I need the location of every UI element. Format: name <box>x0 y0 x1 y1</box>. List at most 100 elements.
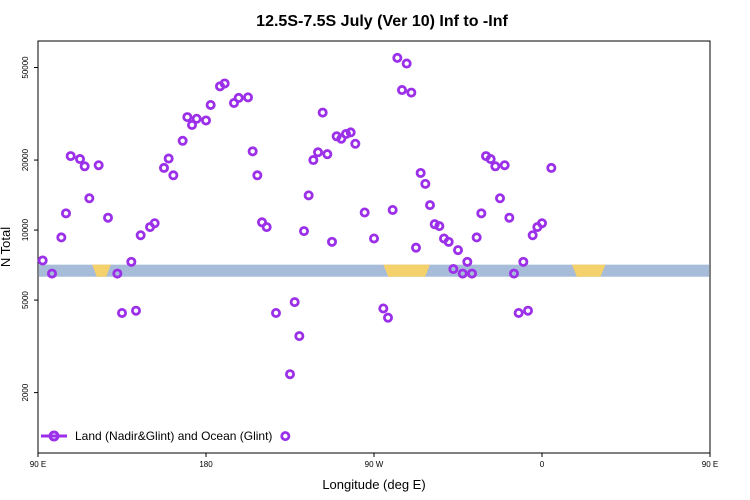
data-point <box>466 268 477 279</box>
data-point <box>298 226 309 237</box>
data-point <box>457 268 468 279</box>
x-tick-label: 90 E <box>702 460 718 469</box>
data-point <box>499 160 510 171</box>
data-point <box>61 208 72 219</box>
data-point <box>191 113 202 124</box>
data-point <box>504 212 515 223</box>
data-point <box>508 268 519 279</box>
data-point <box>93 160 104 171</box>
data-point <box>340 128 351 139</box>
plot-area-frame <box>37 40 711 454</box>
y-tick-label: 10000 <box>21 218 30 241</box>
data-point <box>270 307 281 318</box>
data-point <box>392 52 403 63</box>
data-point <box>382 312 393 323</box>
ocean-band <box>39 264 709 277</box>
data-point <box>345 127 356 138</box>
data-point <box>518 256 529 267</box>
data-point <box>126 256 137 267</box>
data-point <box>317 107 328 118</box>
data-point <box>350 138 361 149</box>
y-tick-label: 50000 <box>21 56 30 79</box>
data-point <box>261 222 272 233</box>
data-point <box>490 161 501 172</box>
x-tick-label: 180 <box>199 460 213 469</box>
data-point <box>233 92 244 103</box>
data-point <box>47 268 58 279</box>
data-point <box>163 153 174 164</box>
data-point <box>75 154 86 165</box>
data-point <box>84 193 95 204</box>
data-point <box>149 218 160 229</box>
data-point <box>434 221 445 232</box>
data-point <box>424 200 435 211</box>
data-point <box>471 232 482 243</box>
data-point <box>401 58 412 69</box>
land-region <box>571 264 606 277</box>
chart-title: 12.5S-7.5S July (Ver 10) Inf to -Inf <box>256 13 508 30</box>
data-point <box>410 242 421 253</box>
data-point <box>135 230 146 241</box>
data-point <box>284 369 295 380</box>
data-point <box>527 230 538 241</box>
data-point <box>242 92 253 103</box>
data-point <box>387 204 398 215</box>
data-point <box>415 167 426 178</box>
data-point <box>79 161 90 172</box>
data-point <box>462 256 473 267</box>
land-ocean-band <box>39 264 709 277</box>
x-tick-label: 90 E <box>30 460 46 469</box>
data-point <box>177 135 188 146</box>
data-point <box>368 233 379 244</box>
data-point <box>117 307 128 318</box>
data-point <box>359 207 370 218</box>
data-point <box>406 87 417 98</box>
data-point <box>112 268 123 279</box>
land-region <box>383 264 430 277</box>
y-tick-label: 5000 <box>21 291 30 309</box>
data-point <box>252 170 263 181</box>
data-point <box>513 307 524 318</box>
x-axis-label: Longitude (deg E) <box>322 477 425 492</box>
data-point <box>247 146 258 157</box>
data-point <box>494 193 505 204</box>
y-tick-label: 20000 <box>21 148 30 171</box>
data-point <box>443 236 454 247</box>
x-tick-label: 90 W <box>365 460 384 469</box>
data-point <box>396 85 407 96</box>
data-point <box>280 431 291 442</box>
data-point <box>219 78 230 89</box>
legend-entry-text: Land (Nadir&Glint) and Ocean (Glint) <box>75 429 272 443</box>
data-point <box>523 305 534 316</box>
data-point <box>308 155 319 166</box>
data-points <box>37 52 557 442</box>
y-tick-label: 2000 <box>21 383 30 401</box>
data-point <box>322 149 333 160</box>
data-point <box>420 178 431 189</box>
data-point <box>205 99 216 110</box>
y-axis-label: N Total <box>0 227 13 267</box>
data-point <box>186 119 197 130</box>
data-point <box>182 112 193 123</box>
data-point <box>200 115 211 126</box>
legend: Land (Nadir&Glint) and Ocean (Glint) <box>41 429 272 443</box>
data-point <box>130 305 141 316</box>
data-point <box>103 212 114 223</box>
legend-marker <box>48 430 60 442</box>
land-region <box>92 264 111 277</box>
data-point <box>37 255 48 266</box>
data-point <box>378 303 389 314</box>
data-point <box>546 162 557 173</box>
data-point <box>537 218 548 229</box>
y-axis: 2000 5000 10000 20000 50000 <box>21 56 38 402</box>
x-axis: 90 E 180 90 W 0 90 E <box>30 453 718 469</box>
data-point <box>294 331 305 342</box>
data-point <box>158 162 169 173</box>
data-point <box>65 151 76 162</box>
data-point <box>485 154 496 165</box>
data-point <box>303 190 314 201</box>
data-point <box>452 245 463 256</box>
data-point <box>168 170 179 181</box>
data-point <box>476 208 487 219</box>
